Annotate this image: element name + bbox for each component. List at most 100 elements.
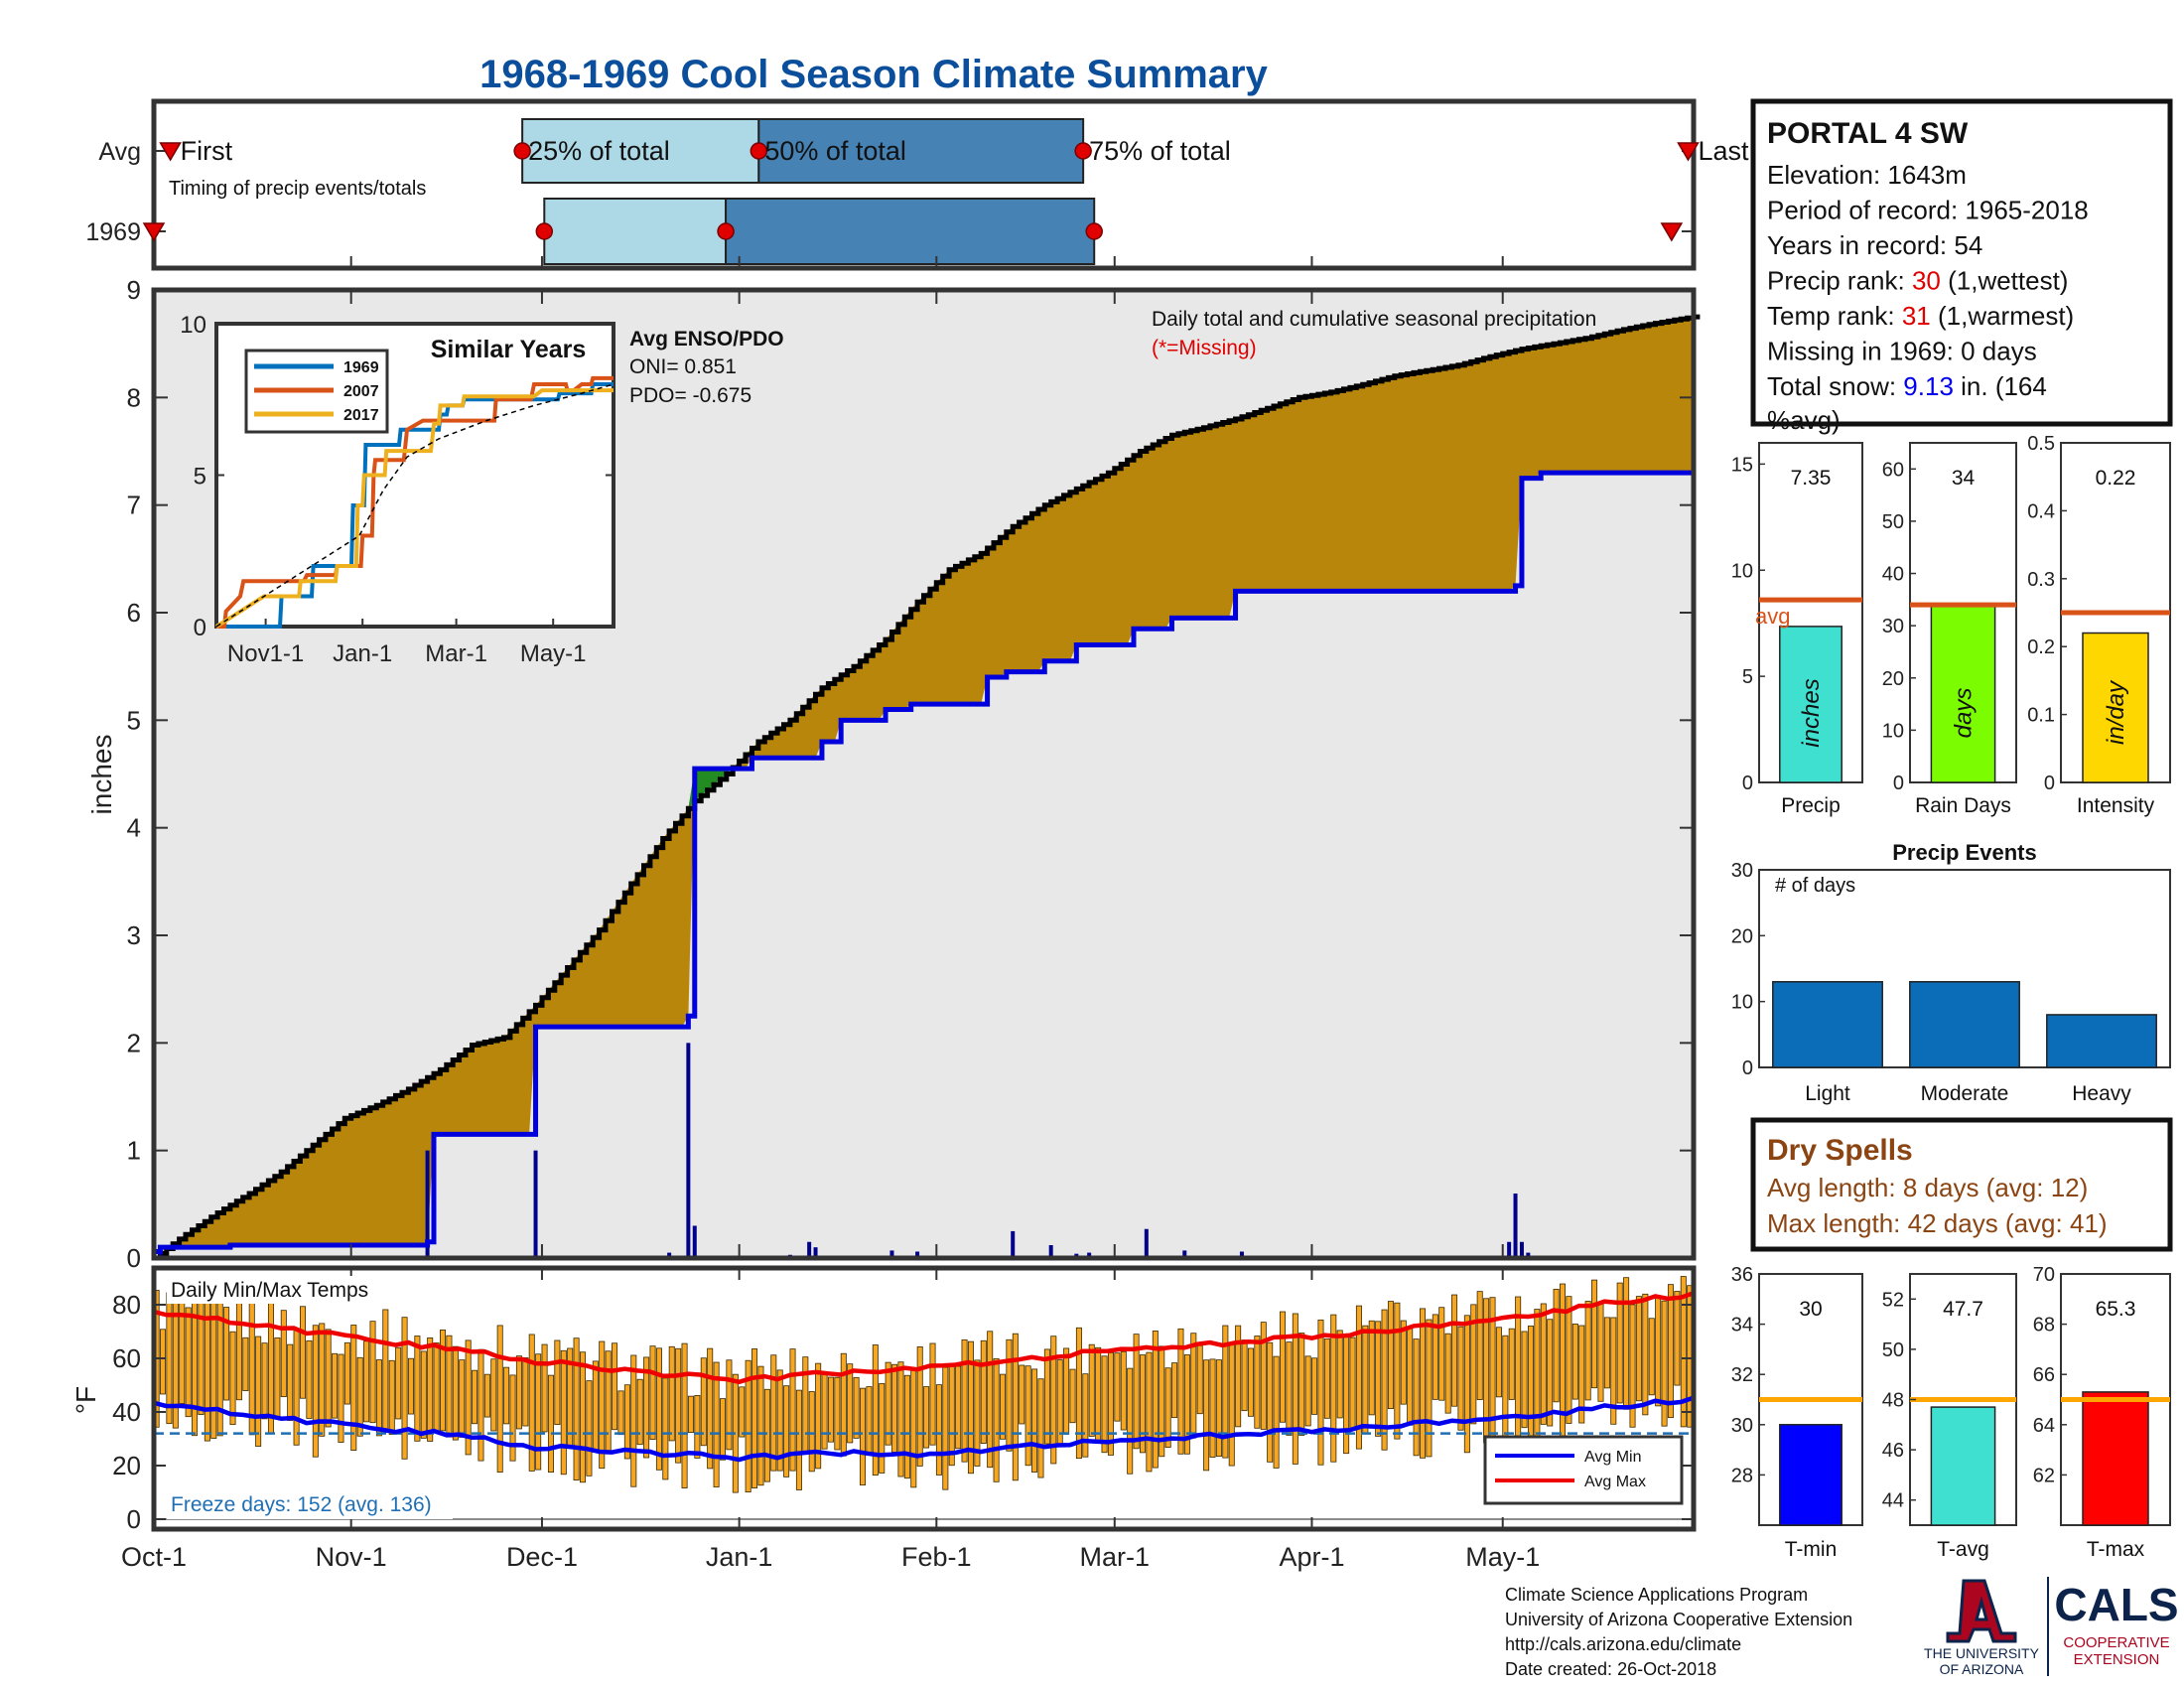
daily-temp-bar — [319, 1323, 326, 1437]
daily-temp-bar — [407, 1357, 414, 1415]
temp-summary-bars: 30 28 30 32 34 36 T-min 47.7 44 46 48 50 52 T-avg 65.3… — [1731, 1264, 2171, 1561]
daily-precip-bar — [889, 1250, 894, 1258]
daily-temp-bar — [580, 1351, 587, 1483]
daily-temp-bar — [332, 1352, 339, 1419]
daily-temp-bar — [1387, 1301, 1394, 1410]
events-ylabel: # of days — [1775, 875, 1855, 897]
x-axis-date-label: Feb-1 — [901, 1542, 972, 1572]
mini-y-label: 46 — [1882, 1440, 1904, 1462]
mini-bar — [1779, 1424, 1843, 1526]
inset-y-label: 10 — [180, 312, 206, 339]
daily-temp-bar — [879, 1382, 886, 1474]
daily-temp-bar — [783, 1385, 790, 1477]
daily-temp-bar — [605, 1350, 612, 1455]
daily-temp-bar — [929, 1342, 936, 1446]
daily-temp-bar — [522, 1357, 529, 1427]
mini-category-label: T-avg — [1937, 1538, 1989, 1561]
mini-y-label: 70 — [2033, 1264, 2055, 1286]
daily-temp-bar — [1088, 1343, 1095, 1437]
ua-logo-line1: THE UNIVERSITY — [1924, 1645, 2040, 1661]
daily-temp-bar — [1591, 1279, 1598, 1389]
daily-temp-bar — [1235, 1325, 1242, 1428]
daily-temp-bar — [681, 1342, 688, 1489]
freeze-text-bg — [167, 1487, 453, 1519]
mini-y-label: 20 — [1882, 668, 1904, 690]
daily-temp-bar — [903, 1374, 910, 1479]
daily-temp-bar — [1375, 1321, 1382, 1437]
daily-temp-bar — [1196, 1344, 1203, 1415]
daily-temp-bar — [987, 1331, 994, 1469]
daily-temp-bar — [1190, 1333, 1197, 1439]
cals-sub2: EXTENSION — [2074, 1651, 2160, 1668]
daily-temp-bar — [369, 1321, 376, 1424]
daily-precip-bar — [425, 1150, 430, 1258]
daily-temp-bar — [1355, 1305, 1362, 1450]
daily-temp-bar — [770, 1354, 777, 1472]
inset-title: Similar Years — [431, 336, 587, 363]
mini-bar — [1930, 604, 1996, 783]
events-y-label: 20 — [1731, 925, 1753, 947]
daily-temp-bar — [1146, 1351, 1153, 1473]
daily-temp-bar — [427, 1336, 434, 1442]
daily-temp-bar — [1629, 1304, 1636, 1428]
daily-temp-bar — [343, 1341, 350, 1405]
missing-note: (*=Missing) — [1152, 337, 1257, 359]
y-tick-label: 6 — [127, 598, 141, 628]
daily-precip-bar — [1048, 1245, 1053, 1258]
ua-logo-line2: OF ARIZONA — [1940, 1661, 2024, 1677]
daily-temp-bar — [980, 1339, 987, 1444]
daily-temp-bar — [1280, 1311, 1287, 1423]
daily-temp-bar — [795, 1389, 802, 1490]
mini-y-label: 0.2 — [2027, 636, 2055, 658]
avg-label: avg — [1755, 604, 1790, 629]
daily-temp-bar — [1056, 1359, 1063, 1446]
mini-y-label: 50 — [1882, 511, 1904, 533]
daily-temp-bar — [1444, 1333, 1451, 1414]
freeze-days-text: Freeze days: 152 (avg. 136) — [171, 1493, 432, 1516]
daily-temp-bar — [472, 1369, 478, 1425]
dry-spells-box: Dry Spells Avg length: 8 days (avg: 12) Ma… — [1750, 1117, 2173, 1252]
inset-legend-label: 1969 — [343, 359, 379, 376]
plot-frame — [151, 287, 1697, 1261]
inset-legend-label: 2017 — [343, 407, 379, 424]
enso-title: Avg ENSO/PDO — [629, 328, 784, 351]
daily-temp-bar — [655, 1347, 662, 1471]
daily-temp-bar — [1317, 1319, 1324, 1466]
daily-temp-bar — [1584, 1301, 1591, 1401]
temps-legend-label: Avg Min — [1584, 1449, 1642, 1466]
y-tick-label: 3 — [127, 920, 141, 950]
station-info-box: PORTAL 4 SW Elevation: 1643m Period of rec… — [1750, 98, 2173, 435]
timing-box-q1 — [521, 118, 760, 184]
daily-temp-bar — [242, 1336, 249, 1391]
inset-x-label: Jan-1 — [333, 640, 392, 667]
mini-y-label: 10 — [1882, 720, 1904, 742]
mini-value-label: 0.22 — [2096, 467, 2136, 490]
daily-precip-bar — [915, 1251, 920, 1258]
y-axis-label: inches — [86, 735, 117, 815]
daily-temp-bar — [300, 1306, 307, 1399]
mini-value-label: 65.3 — [2096, 1298, 2136, 1321]
daily-temp-bar — [1540, 1303, 1547, 1425]
daily-temp-bar — [1152, 1331, 1159, 1469]
daily-temp-bar — [1164, 1367, 1171, 1448]
daily-precip-bar — [1087, 1252, 1092, 1258]
inset-x-label: Nov1-1 — [227, 640, 304, 667]
y-tick-label: 8 — [127, 382, 141, 412]
pdo-value: PDO= -0.675 — [629, 384, 751, 407]
timing-pct-marker — [535, 222, 554, 240]
daily-temp-bar — [1063, 1347, 1070, 1435]
daily-temp-bar — [1426, 1319, 1433, 1458]
x-axis-date-label: Oct-1 — [121, 1542, 187, 1572]
daily-temp-bar — [1502, 1335, 1509, 1442]
mini-y-label: 0 — [1742, 773, 1753, 794]
daily-temp-bar — [1457, 1326, 1464, 1431]
mini-unit-label: in/day — [2103, 679, 2129, 745]
daily-temp-bar — [1597, 1302, 1604, 1402]
daily-precip-bar — [1513, 1194, 1518, 1258]
events-y-label: 0 — [1742, 1057, 1753, 1079]
daily-temp-bar — [668, 1345, 675, 1442]
daily-temp-bar — [599, 1340, 606, 1470]
temps-chart: 0 20 40 60 80 Oct-1 Nov-1 Dec-1 Jan-1 Feb-1 Mar-1 A… — [70, 1265, 1697, 1572]
page-title: 1968-1969 Cool Season Climate Summary — [479, 53, 1268, 96]
last-label: Last — [1698, 136, 1749, 166]
